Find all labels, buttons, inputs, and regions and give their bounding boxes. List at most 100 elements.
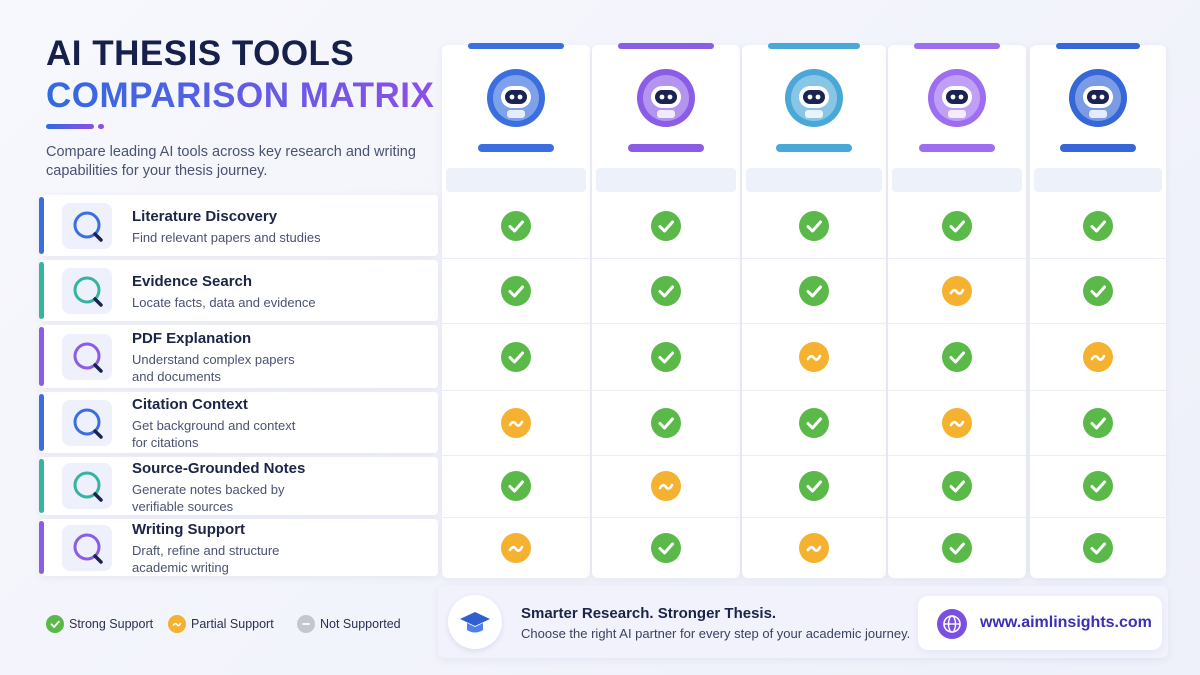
feature-icon — [62, 463, 112, 509]
feature-description: Generate notes backed by — [132, 481, 285, 497]
feature-title: PDF Explanation — [132, 330, 252, 347]
title-dot — [98, 124, 104, 129]
support-cell — [501, 210, 531, 241]
row-divider — [742, 323, 886, 324]
row-divider — [742, 517, 886, 518]
legend-dot — [297, 615, 315, 633]
tool-top-bar — [468, 43, 564, 49]
row-divider — [742, 578, 886, 579]
website-pill[interactable]: www.aimlinsights.com — [918, 596, 1162, 650]
feature-accent — [39, 394, 44, 451]
robot — [493, 75, 539, 121]
feature-accent — [39, 262, 44, 319]
footer-text: Choose the right AI partner for every st… — [521, 626, 911, 641]
feature-description: verifiable sources — [132, 498, 234, 514]
tool-top-bar — [768, 43, 860, 49]
feature-description: Find relevant papers and studies — [132, 229, 321, 245]
title-line1: AI THESIS TOOLS — [46, 34, 355, 73]
tool-top-bar — [914, 43, 1000, 49]
feature-accent — [39, 197, 44, 254]
support-cell — [1083, 210, 1113, 241]
feature-title: Literature Discovery — [132, 207, 278, 225]
feature-glyph — [73, 342, 103, 373]
row-divider — [888, 578, 1026, 579]
feature-description: Understand complex papers — [132, 352, 295, 367]
row-divider — [1030, 258, 1166, 259]
feature-title: Citation Context — [132, 396, 248, 413]
support-cell — [501, 532, 531, 563]
row-divider — [888, 517, 1026, 518]
subtitle: Compare leading AI tools across key rese… — [46, 144, 416, 179]
tool-avatar — [487, 69, 545, 127]
row-divider — [442, 578, 590, 579]
feature-description: and documents — [132, 369, 221, 384]
feature-glyph — [73, 276, 103, 307]
tool-avatar — [928, 69, 986, 127]
row-divider — [888, 390, 1026, 391]
legend-label: Partial Support — [191, 617, 274, 631]
feature-glyph — [73, 408, 103, 439]
feature-accent — [39, 327, 44, 386]
support-cell — [651, 210, 681, 241]
support-cell — [799, 532, 829, 563]
feature-icon — [62, 399, 112, 446]
support-cell — [651, 407, 681, 438]
row-divider — [888, 323, 1026, 324]
support-cell — [942, 210, 972, 241]
row-divider — [442, 455, 590, 456]
support-cell — [651, 275, 681, 306]
row-divider — [1030, 390, 1166, 391]
support-cell — [942, 532, 972, 563]
support-cell — [799, 210, 829, 241]
support-cell — [942, 471, 972, 501]
title-underline — [46, 124, 94, 129]
robot — [934, 75, 980, 121]
support-cell — [942, 275, 972, 306]
row-divider — [1030, 323, 1166, 324]
feature-description: Get background and context — [132, 418, 296, 433]
row-divider — [888, 455, 1026, 456]
tool-avatar — [785, 69, 843, 127]
support-cell — [501, 275, 531, 306]
feature-icon — [62, 267, 112, 314]
legend-label: Strong Support — [69, 617, 154, 631]
tool-avatar — [1069, 69, 1127, 127]
feature-icon — [62, 524, 112, 571]
support-cell — [651, 471, 681, 501]
row-divider — [888, 258, 1026, 259]
feature-description: for citations — [132, 435, 199, 450]
tool-top-bar — [618, 43, 714, 49]
robot — [791, 75, 837, 121]
row-divider — [742, 258, 886, 259]
support-cell — [1083, 471, 1113, 501]
tool-name-bar — [919, 144, 995, 152]
support-cell — [501, 471, 531, 501]
row-divider — [592, 390, 740, 391]
row-divider — [592, 323, 740, 324]
support-cell — [799, 341, 829, 372]
support-cell — [799, 471, 829, 501]
feature-accent — [39, 521, 44, 574]
row-divider — [592, 455, 740, 456]
support-cell — [942, 407, 972, 438]
legend-label: Not Supported — [320, 617, 401, 631]
cap-svg — [460, 612, 490, 633]
feature-glyph — [73, 211, 103, 242]
feature-description: Draft, refine and structure — [132, 543, 280, 558]
footer-headline: Smarter Research. Stronger Thesis. — [521, 605, 777, 622]
title-line2: COMPARISON MATRIX — [46, 76, 435, 115]
robot — [643, 75, 689, 121]
tool-top-bar — [1056, 43, 1140, 49]
tool-band — [446, 168, 586, 192]
feature-icon — [62, 333, 112, 380]
support-cell — [651, 341, 681, 372]
support-cell — [1083, 532, 1113, 563]
row-divider — [442, 390, 590, 391]
feature-accent — [39, 459, 44, 513]
tool-band — [596, 168, 736, 192]
support-cell — [799, 407, 829, 438]
support-cell — [799, 275, 829, 306]
globe-icon — [937, 609, 967, 639]
row-divider — [592, 578, 740, 579]
